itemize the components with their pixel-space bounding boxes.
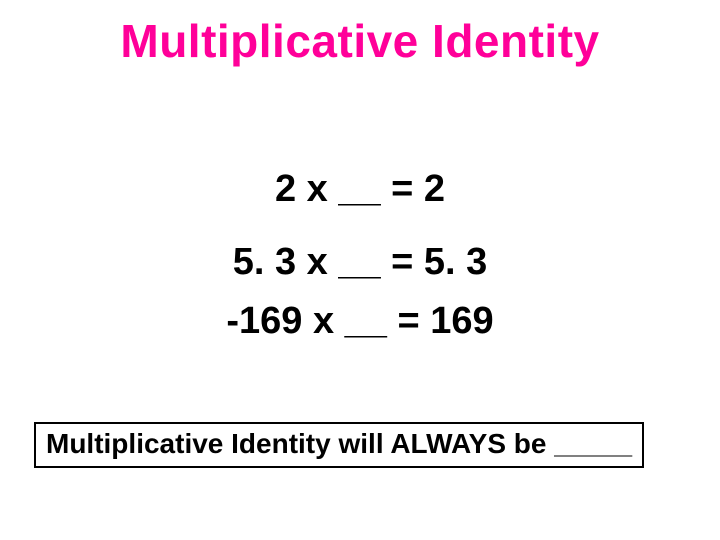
slide-title: Multiplicative Identity: [0, 14, 720, 68]
equation-line-1: 2 x __ = 2: [0, 160, 720, 219]
spacer: [0, 219, 720, 233]
slide: Multiplicative Identity 2 x __ = 2 5. 3 …: [0, 0, 720, 540]
footer-statement: Multiplicative Identity will ALWAYS be _…: [34, 422, 644, 468]
equation-line-3: -169 x __ = 169: [0, 292, 720, 351]
equation-line-2: 5. 3 x __ = 5. 3: [0, 233, 720, 292]
equations-block: 2 x __ = 2 5. 3 x __ = 5. 3 -169 x __ = …: [0, 160, 720, 351]
